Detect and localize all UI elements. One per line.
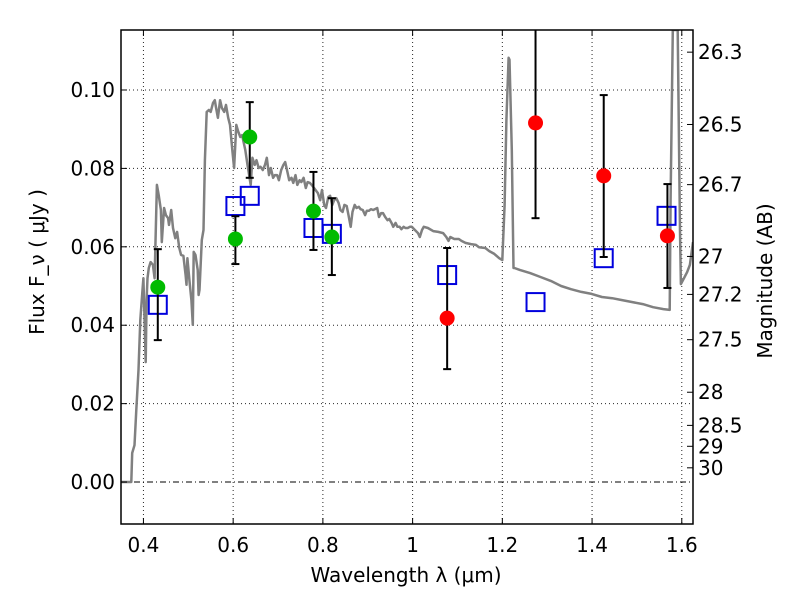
model-photometry-square [225, 196, 246, 217]
x-tick-label: 1.6 [666, 533, 698, 557]
plot-frame [120, 29, 694, 525]
optical-photometry-point [227, 231, 243, 247]
x-tick-label: 1.4 [576, 533, 608, 557]
model-photometry-square [239, 185, 260, 206]
nir-photometry-point [596, 168, 612, 184]
y-axis-label-text: Flux F_ν ( μJy ) [25, 189, 49, 335]
x-axis-label: Wavelength λ (μm) [310, 563, 501, 587]
y-tick-label: 0.00 [70, 470, 115, 494]
optical-photometry-point [150, 279, 166, 295]
right-tick-label: 27.5 [698, 328, 743, 352]
x-tick-label: 1.2 [486, 533, 518, 557]
plot-area [121, 30, 693, 484]
nir-photometry-point [659, 228, 675, 244]
x-tick-label: 0.8 [307, 533, 339, 557]
optical-photometry-point [305, 203, 321, 219]
x-tick-label: 0.4 [128, 533, 160, 557]
nir-photometry-point [439, 310, 455, 326]
right-tick-label: 28 [698, 380, 723, 404]
y-axis-label: Flux F_ν ( μJy ) [25, 189, 49, 335]
axis-ticks: 0.4 0.6 0.8 1 1.2 1.4 1.6 0.00 0.02 0.04 0.06 0.08 0… [70, 30, 743, 557]
nir-photometry-point [528, 115, 544, 131]
y-tick-label: 0.08 [70, 156, 115, 180]
right-tick-label: 26.7 [698, 173, 743, 197]
right-tick-label: 26.5 [698, 112, 743, 136]
model-photometry-square [525, 292, 546, 313]
y-tick-label: 0.06 [70, 235, 115, 259]
right-tick-label: 27.2 [698, 282, 743, 306]
x-tick-label: 0.6 [217, 533, 249, 557]
right-axis-label: Magnitude (AB) [753, 203, 777, 358]
right-tick-label: 26.3 [698, 40, 743, 64]
grid-lines [121, 30, 693, 524]
right-tick-label: 27 [698, 244, 723, 268]
y-tick-label: 0.10 [70, 78, 115, 102]
right-tick-label: 29 [698, 434, 723, 458]
optical-photometry-point [242, 129, 258, 145]
optical-photometry-point [324, 229, 340, 245]
right-tick-label: 28.5 [698, 413, 743, 437]
right-tick-label: 30 [698, 456, 723, 480]
model-spectrum-line [121, 30, 693, 484]
y-tick-label: 0.02 [70, 392, 115, 416]
x-tick-label: 1 [406, 533, 419, 557]
y-tick-label: 0.04 [70, 313, 115, 337]
